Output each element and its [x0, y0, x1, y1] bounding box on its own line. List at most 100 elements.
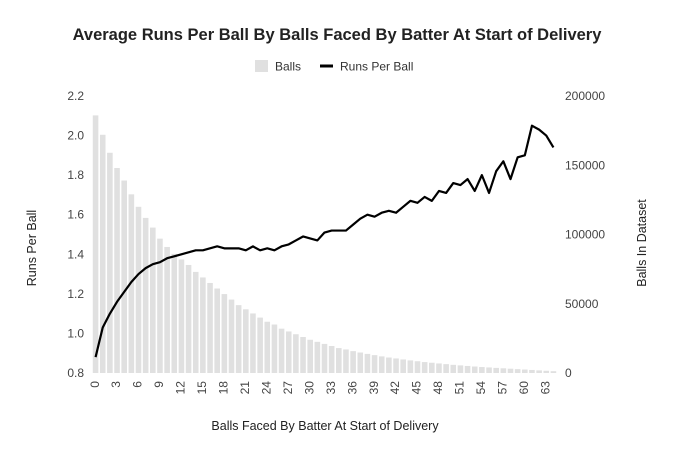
bar-balls [336, 348, 342, 373]
left-tick-label: 0.8 [67, 366, 84, 380]
bar-balls [414, 361, 421, 373]
bar-balls [192, 271, 199, 373]
x-tick-label: 3 [109, 381, 123, 388]
bar-balls [185, 264, 192, 373]
bar-balls [171, 253, 178, 373]
bar-balls [457, 365, 464, 373]
y-axis-title-left: Runs Per Ball [25, 210, 39, 286]
bar-balls [114, 168, 120, 373]
x-tick-label: 0 [88, 381, 102, 388]
legend-swatch-runs-per-ball [320, 64, 333, 68]
bar-balls [479, 367, 485, 373]
bar-balls [321, 343, 328, 373]
bar-balls [507, 368, 514, 373]
bar-balls [278, 328, 285, 373]
right-tick-label: 200000 [565, 89, 605, 103]
x-axis-title: Balls Faced By Batter At Start of Delive… [211, 419, 439, 433]
x-tick-label: 30 [302, 381, 316, 395]
bar-balls [271, 324, 278, 373]
bar-balls [285, 331, 292, 373]
left-tick-label: 2.2 [67, 89, 84, 103]
left-tick-label: 1.6 [67, 208, 84, 222]
bar-balls [343, 349, 349, 373]
bar-balls [522, 369, 528, 373]
bar-balls [135, 206, 142, 373]
x-tick-label: 63 [538, 381, 552, 395]
bar-balls [150, 227, 156, 373]
right-tick-label: 0 [565, 366, 572, 380]
bar-balls [550, 371, 557, 373]
left-tick-label: 1.0 [67, 326, 84, 340]
bar-balls [493, 367, 499, 373]
x-tick-label: 45 [410, 381, 424, 395]
bar-balls [214, 288, 220, 373]
bar-balls [207, 282, 213, 373]
bar-balls [364, 353, 371, 373]
left-tick-label: 1.8 [67, 168, 84, 182]
bar-balls [328, 345, 335, 373]
bar-balls [429, 362, 435, 373]
x-tick-label: 18 [217, 381, 231, 395]
bar-balls [257, 317, 263, 373]
chart-title: Average Runs Per Ball By Balls Faced By … [73, 26, 603, 44]
bar-balls [514, 369, 521, 373]
bar-balls [350, 351, 356, 373]
bar-balls [121, 180, 127, 373]
x-tick-label: 60 [517, 381, 531, 395]
bar-balls [178, 259, 185, 373]
bar-balls [250, 313, 256, 373]
bar-balls [142, 217, 149, 373]
x-tick-label: 6 [131, 381, 145, 388]
right-tick-label: 100000 [565, 228, 605, 242]
bar-balls [536, 370, 542, 373]
bar-balls [235, 305, 242, 373]
bar-balls [300, 336, 306, 373]
left-tick-label: 1.2 [67, 287, 84, 301]
x-tick-label: 27 [281, 381, 295, 395]
bar-balls [221, 294, 228, 373]
x-tick-label: 9 [152, 381, 166, 388]
bar-balls [107, 152, 113, 373]
bar-balls [386, 357, 392, 373]
bar-balls [378, 356, 385, 373]
bar-balls [264, 321, 271, 373]
line-series-runs-per-ball [94, 124, 555, 358]
legend-swatch-balls [255, 60, 268, 72]
x-tick-label: 54 [474, 381, 488, 395]
bar-balls [407, 360, 414, 373]
bar-balls [228, 299, 235, 373]
bar-balls [486, 367, 492, 373]
bar-balls [393, 358, 399, 373]
bar-balls [307, 339, 313, 373]
y-axis-title-right: Balls In Dataset [635, 199, 649, 287]
right-tick-label: 50000 [565, 297, 599, 311]
x-tick-label: 36 [345, 381, 359, 395]
bar-balls [99, 134, 106, 373]
left-tick-label: 2.0 [67, 129, 84, 143]
right-axis-ticks: 0 50000 100000 150000 200000 [565, 89, 605, 380]
bar-balls [500, 368, 507, 373]
x-tick-label: 21 [238, 381, 252, 395]
bar-balls [450, 364, 457, 373]
bar-balls [157, 238, 163, 373]
legend-label-runs-per-ball: Runs Per Ball [340, 60, 413, 74]
right-tick-label: 150000 [565, 158, 605, 172]
x-tick-label: 42 [388, 381, 402, 395]
bar-balls [543, 370, 550, 373]
x-tick-label: 48 [431, 381, 445, 395]
bar-balls [471, 366, 478, 373]
bar-series-balls [92, 115, 557, 373]
bar-balls [436, 363, 442, 373]
bar-balls [400, 359, 406, 373]
legend: Balls Runs Per Ball [255, 60, 413, 74]
legend-label-balls: Balls [275, 60, 301, 74]
bar-balls [314, 341, 321, 373]
bar-balls [464, 365, 471, 373]
bar-balls [371, 355, 378, 373]
x-tick-label: 15 [195, 381, 209, 395]
x-tick-label: 39 [367, 381, 381, 395]
bar-balls [443, 364, 449, 373]
bar-balls [421, 362, 428, 373]
bar-balls [529, 369, 535, 373]
